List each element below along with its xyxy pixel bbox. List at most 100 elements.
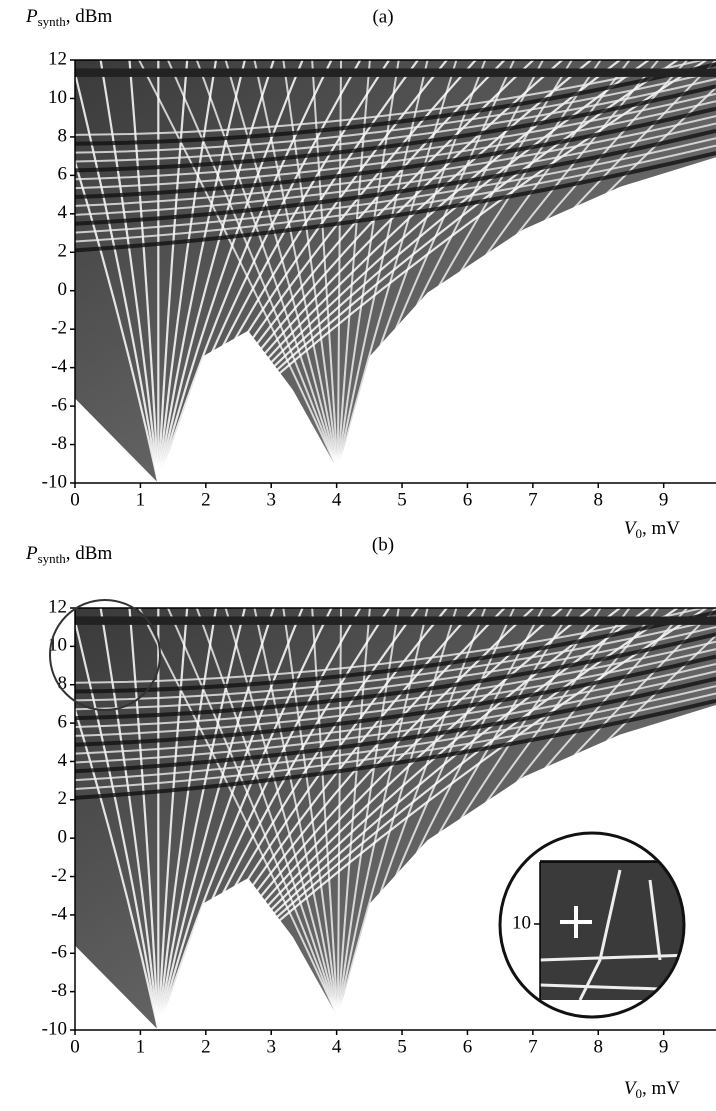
x-tick-label: 4 <box>332 1036 342 1057</box>
x-tick-label: 3 <box>266 1036 276 1057</box>
ridge <box>336 60 660 471</box>
x-tick-label: 5 <box>397 1036 407 1057</box>
label-unit: , mV <box>642 1078 680 1099</box>
label-symbol: V <box>624 518 638 539</box>
y-tick-label: -4 <box>51 903 67 924</box>
y-tick-label: -10 <box>42 1018 67 1039</box>
ridge <box>157 60 246 483</box>
x-tick-label: 6 <box>463 1036 473 1057</box>
label-symbol: P <box>25 6 38 27</box>
ridge <box>75 685 716 782</box>
y-tick-label: 0 <box>58 827 68 848</box>
x-tick-label: 7 <box>528 489 538 510</box>
ridge <box>157 60 679 483</box>
ridge <box>167 60 339 471</box>
ridge <box>157 608 362 1030</box>
ridge <box>157 608 304 1030</box>
label-subscript: synth <box>38 14 67 29</box>
ridge <box>337 608 688 1018</box>
heatmap-band <box>75 616 716 625</box>
label-subscript: 0 <box>636 1086 643 1101</box>
ridge <box>75 70 716 154</box>
ridge <box>157 60 333 483</box>
ridge <box>157 608 448 1030</box>
ridge <box>157 608 707 1030</box>
ridge <box>157 608 218 1030</box>
y-tick-label: 8 <box>58 125 68 146</box>
ridge <box>75 122 716 216</box>
ridge <box>336 608 660 1018</box>
y-tick-label: -6 <box>51 942 67 963</box>
y-tick-label: 12 <box>48 596 67 617</box>
x-tick-label: 5 <box>397 489 407 510</box>
ridge <box>336 608 371 1018</box>
zoom-circle <box>49 599 161 711</box>
ridge <box>75 68 160 483</box>
panel-title: (b) <box>372 534 394 555</box>
cursor-cross <box>560 906 592 938</box>
y-tick-label: 6 <box>58 164 68 185</box>
ridge <box>75 137 716 234</box>
ridge <box>157 608 391 1030</box>
label-unit: , dBm <box>66 6 113 27</box>
x-tick-label: 2 <box>201 1036 211 1057</box>
ridge <box>75 115 716 207</box>
heatmap-image <box>75 60 716 483</box>
ridge <box>75 92 716 181</box>
ridge <box>75 151 716 253</box>
label-unit: , mV <box>642 518 680 539</box>
ridge <box>157 608 506 1030</box>
ridge <box>138 608 339 1018</box>
y-tick-label: 4 <box>58 750 68 771</box>
ridge <box>99 60 160 483</box>
inset-image <box>539 860 684 1001</box>
ridge <box>336 60 343 471</box>
ridge <box>253 60 339 471</box>
ridge <box>311 608 339 1018</box>
x-tick-label: 8 <box>594 489 604 510</box>
ridge <box>157 60 362 483</box>
ridge <box>157 608 189 1030</box>
y-tick-label: -8 <box>51 433 67 454</box>
label-symbol: V <box>624 1078 638 1099</box>
x-tick-label: 0 <box>70 489 80 510</box>
ridge <box>157 608 333 1030</box>
ridge <box>75 705 160 1030</box>
ridge <box>282 60 339 471</box>
ridge <box>311 60 339 471</box>
ridge <box>282 608 339 1018</box>
ridge <box>253 608 339 1018</box>
ridge <box>336 608 544 1018</box>
x-tick-label: 0 <box>70 1036 80 1057</box>
ridge <box>75 158 160 483</box>
ridge <box>138 60 339 471</box>
ridge <box>157 60 218 483</box>
x-tick-label: 6 <box>463 489 473 510</box>
ridge <box>75 662 716 755</box>
ridge <box>157 608 246 1030</box>
x-tick-label: 8 <box>594 1036 604 1057</box>
y-axis-label: Psynth, dBm <box>25 6 112 29</box>
ridge <box>157 60 506 483</box>
ridge <box>157 608 679 1030</box>
ridge <box>75 100 716 190</box>
ridge <box>336 60 458 471</box>
ridge <box>157 60 275 483</box>
ridge <box>75 648 716 737</box>
ridge <box>75 84 716 173</box>
x-tick-label: 1 <box>136 489 146 510</box>
ridge <box>336 608 602 1018</box>
ridge <box>75 632 716 721</box>
inset-circle <box>498 831 686 1019</box>
x-tick-label: 9 <box>659 489 669 510</box>
y-tick-label: 4 <box>58 202 68 223</box>
ridge <box>157 608 419 1030</box>
ridge <box>99 608 160 1030</box>
ridge <box>128 60 160 483</box>
ridge <box>128 608 160 1030</box>
ridge <box>224 60 339 471</box>
ridge <box>337 60 688 471</box>
y-tick-label: 12 <box>48 48 67 69</box>
y-tick-label: 10 <box>48 87 67 108</box>
ridge <box>224 608 339 1018</box>
